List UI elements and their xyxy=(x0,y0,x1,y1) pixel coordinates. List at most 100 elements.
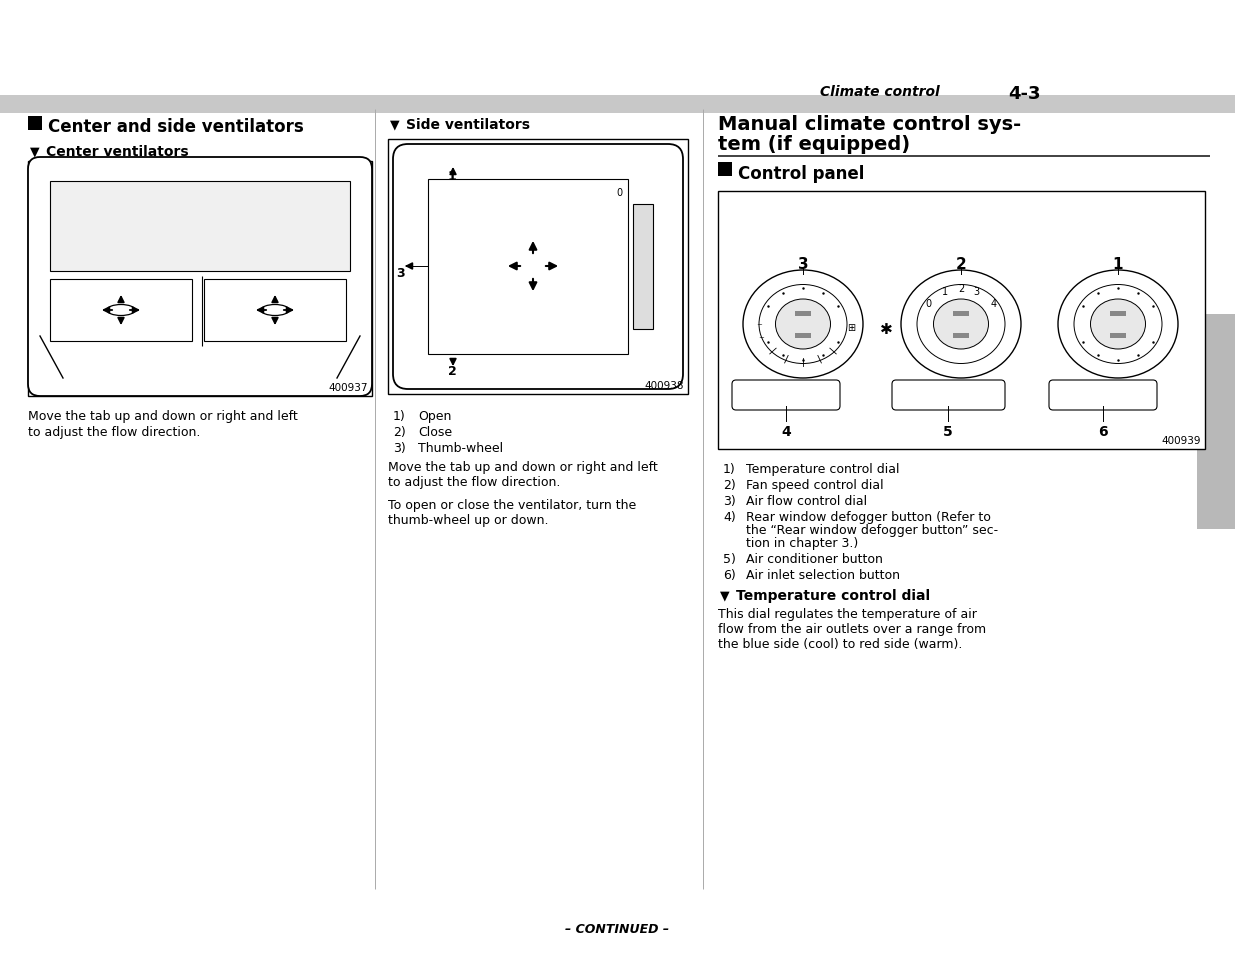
Ellipse shape xyxy=(1058,271,1178,378)
Ellipse shape xyxy=(743,271,863,378)
Ellipse shape xyxy=(934,299,988,350)
Text: Center and side ventilators: Center and side ventilators xyxy=(48,118,304,136)
Text: Temperature control dial: Temperature control dial xyxy=(746,462,899,476)
Text: Move the tab up and down or right and left: Move the tab up and down or right and le… xyxy=(388,460,658,474)
Bar xyxy=(953,334,969,338)
Bar xyxy=(718,163,732,177)
Bar xyxy=(388,140,688,395)
Text: Air conditioner button: Air conditioner button xyxy=(746,553,883,565)
Bar xyxy=(718,192,1205,450)
FancyBboxPatch shape xyxy=(1049,380,1157,411)
Text: ~: ~ xyxy=(756,322,762,328)
Ellipse shape xyxy=(107,305,135,316)
Bar xyxy=(0,96,1235,113)
Text: ~: ~ xyxy=(758,335,764,341)
Bar xyxy=(28,117,42,131)
Text: 5): 5) xyxy=(722,553,736,565)
Text: ▼: ▼ xyxy=(30,145,40,158)
Text: 400937: 400937 xyxy=(329,382,368,393)
Ellipse shape xyxy=(1091,299,1146,350)
Text: 6): 6) xyxy=(722,568,736,581)
Text: 4): 4) xyxy=(722,511,736,523)
Ellipse shape xyxy=(261,305,289,316)
Text: Control panel: Control panel xyxy=(739,165,864,183)
FancyBboxPatch shape xyxy=(892,380,1005,411)
Text: 5: 5 xyxy=(944,424,953,438)
Ellipse shape xyxy=(1074,285,1162,364)
Text: 4-3: 4-3 xyxy=(1008,85,1041,103)
Text: thumb-wheel up or down.: thumb-wheel up or down. xyxy=(388,514,548,526)
FancyBboxPatch shape xyxy=(732,380,840,411)
Bar xyxy=(49,280,191,341)
Text: Thumb-wheel: Thumb-wheel xyxy=(417,441,503,455)
Ellipse shape xyxy=(760,285,847,364)
Text: 1): 1) xyxy=(722,462,736,476)
Text: – CONTINUED –: – CONTINUED – xyxy=(564,923,669,935)
Text: ✱: ✱ xyxy=(879,322,893,337)
Bar xyxy=(1110,334,1126,338)
FancyBboxPatch shape xyxy=(28,158,372,396)
Bar xyxy=(28,162,372,396)
Bar xyxy=(49,182,350,272)
Text: 400938: 400938 xyxy=(645,380,684,391)
Text: Move the tab up and down or right and left: Move the tab up and down or right and le… xyxy=(28,410,298,422)
Text: 3): 3) xyxy=(393,441,406,455)
Text: 2: 2 xyxy=(956,256,966,272)
Bar xyxy=(429,180,629,355)
Text: ○  A/C: ○ A/C xyxy=(931,391,965,400)
Text: 4: 4 xyxy=(990,299,997,309)
Text: 1: 1 xyxy=(448,170,457,183)
Bar xyxy=(1110,312,1126,316)
Text: Temperature control dial: Temperature control dial xyxy=(736,588,930,602)
Text: Fan speed control dial: Fan speed control dial xyxy=(746,478,883,492)
Text: 4: 4 xyxy=(781,424,790,438)
Text: 3: 3 xyxy=(798,256,809,272)
Text: to adjust the flow direction.: to adjust the flow direction. xyxy=(388,476,561,489)
Text: 2): 2) xyxy=(393,426,406,438)
Ellipse shape xyxy=(902,271,1021,378)
Text: 2: 2 xyxy=(448,365,457,377)
Text: Side ventilators: Side ventilators xyxy=(406,118,530,132)
Text: Manual climate control sys-: Manual climate control sys- xyxy=(718,115,1021,133)
Text: 1: 1 xyxy=(1113,256,1124,272)
Text: Climate control: Climate control xyxy=(820,85,940,99)
Ellipse shape xyxy=(776,299,830,350)
Text: ⬚  ○: ⬚ ○ xyxy=(773,391,799,400)
Text: 0: 0 xyxy=(616,188,622,198)
Bar xyxy=(795,312,811,316)
Text: ○  ⊙: ○ ⊙ xyxy=(1091,391,1115,400)
Text: 3): 3) xyxy=(722,495,736,507)
Text: Rear window defogger button (Refer to: Rear window defogger button (Refer to xyxy=(746,511,990,523)
Text: 0: 0 xyxy=(925,299,931,309)
Text: the “Rear window defogger button” sec-: the “Rear window defogger button” sec- xyxy=(746,523,998,537)
Text: To open or close the ventilator, turn the: To open or close the ventilator, turn th… xyxy=(388,498,636,512)
Text: Open: Open xyxy=(417,410,451,422)
Text: ▼: ▼ xyxy=(390,118,400,131)
Ellipse shape xyxy=(918,285,1005,364)
Text: 2: 2 xyxy=(958,284,965,294)
Bar xyxy=(1197,314,1235,530)
FancyBboxPatch shape xyxy=(393,145,683,390)
Text: 2): 2) xyxy=(722,478,736,492)
Text: 1: 1 xyxy=(942,287,948,296)
Text: 3: 3 xyxy=(396,267,405,280)
Text: 1): 1) xyxy=(393,410,406,422)
Text: Air flow control dial: Air flow control dial xyxy=(746,495,867,507)
Text: to adjust the flow direction.: to adjust the flow direction. xyxy=(28,426,200,438)
Bar xyxy=(953,312,969,316)
Text: ▼: ▼ xyxy=(720,588,730,601)
Text: the blue side (cool) to red side (warm).: the blue side (cool) to red side (warm). xyxy=(718,638,962,650)
Text: This dial regulates the temperature of air: This dial regulates the temperature of a… xyxy=(718,607,977,620)
Bar xyxy=(795,334,811,338)
Text: Close: Close xyxy=(417,426,452,438)
Text: tion in chapter 3.): tion in chapter 3.) xyxy=(746,537,858,550)
Text: 3: 3 xyxy=(973,287,979,296)
Text: ⊞: ⊞ xyxy=(847,323,855,333)
Text: Center ventilators: Center ventilators xyxy=(46,145,189,159)
Bar xyxy=(634,205,653,330)
Text: tem (if equipped): tem (if equipped) xyxy=(718,135,910,153)
Text: 400939: 400939 xyxy=(1161,436,1200,446)
Bar xyxy=(204,280,346,341)
Text: Air inlet selection button: Air inlet selection button xyxy=(746,568,900,581)
Text: 6: 6 xyxy=(1098,424,1108,438)
